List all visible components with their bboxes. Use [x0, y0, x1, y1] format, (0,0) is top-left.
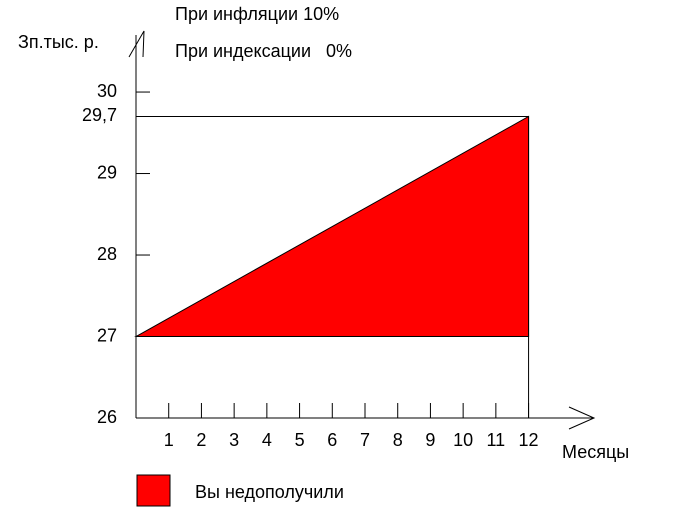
legend-label: Вы недополучили — [195, 482, 344, 502]
y-tick-label: 30 — [97, 81, 117, 101]
x-tick-label: 4 — [262, 430, 272, 450]
x-tick-label: 5 — [295, 430, 305, 450]
x-tick-label: 10 — [453, 430, 473, 450]
x-tick-label: 1 — [164, 430, 174, 450]
y-tick-label: 26 — [97, 407, 117, 427]
x-tick-label: 2 — [196, 430, 206, 450]
x-tick-label: 8 — [393, 430, 403, 450]
y-tick-label: 27 — [97, 325, 117, 345]
x-tick-label: 12 — [519, 430, 539, 450]
x-axis-label: Месяцы — [562, 442, 629, 462]
x-axis-arrow — [568, 406, 596, 430]
x-tick-label: 6 — [327, 430, 337, 450]
y-tick-label: 29 — [97, 162, 117, 182]
x-tick-label: 9 — [425, 430, 435, 450]
x-tick-label: 11 — [487, 430, 506, 450]
area — [134, 115, 530, 338]
y-axis-arrow — [128, 30, 145, 58]
y-tick-label: 29,7 — [82, 105, 117, 125]
chart-subtitle: При индексации 0% — [175, 41, 352, 61]
y-tick-label: 28 — [97, 244, 117, 264]
y-axis-label: Зп.тыс. р. — [18, 32, 99, 52]
chart-title: При инфляции 10% — [175, 4, 339, 24]
x-tick-label: 7 — [360, 430, 370, 450]
x-tick-label: 3 — [229, 430, 239, 450]
legend-swatch — [136, 474, 171, 507]
